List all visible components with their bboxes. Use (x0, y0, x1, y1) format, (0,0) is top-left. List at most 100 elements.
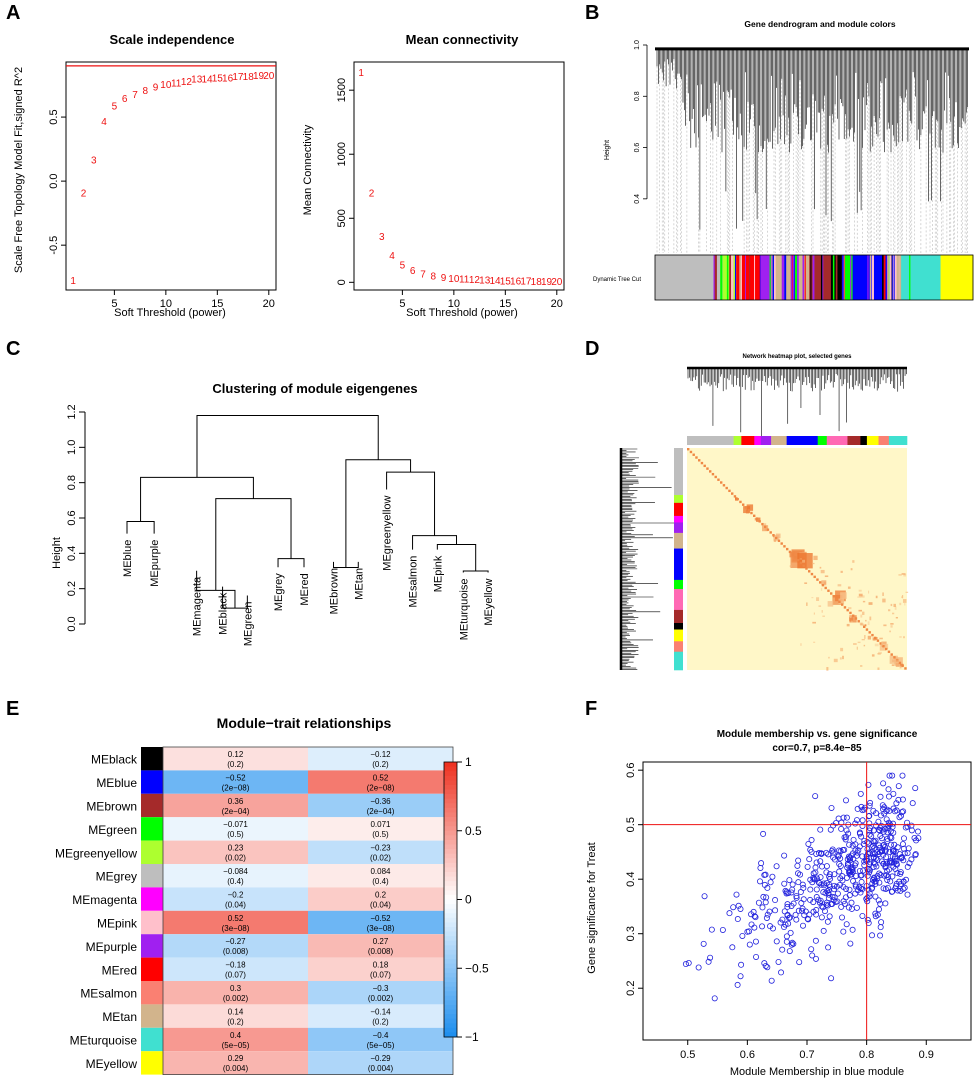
scatter-point (894, 844, 901, 851)
heatmap-cell (163, 840, 308, 864)
module-color-stripe (759, 255, 761, 300)
scatter-point (807, 896, 814, 903)
heatmap-cell (864, 624, 867, 627)
colorbar-segment (444, 771, 457, 777)
scatter-point (828, 804, 835, 811)
heatmap-diagonal-cell (780, 542, 783, 545)
scatter-point (896, 814, 903, 821)
scatter-point (870, 838, 877, 845)
heatmap-speckle (858, 609, 863, 612)
heatmap-diagonal-cell (816, 578, 819, 581)
scatter-point (767, 879, 774, 886)
scatter-point (897, 869, 904, 876)
x-tick-label: 0.8 (859, 1049, 874, 1061)
heatmap-diagonal-cell (868, 631, 871, 634)
scatter-point (821, 908, 828, 915)
scatter-point (797, 871, 804, 878)
cell-correlation: −0.14 (370, 1007, 391, 1016)
colorbar-segment (444, 821, 457, 827)
scatter-point (800, 922, 807, 929)
y-tick-label: 1000 (336, 142, 348, 166)
scatter-point (827, 875, 834, 882)
heatmap-speckle (802, 559, 806, 563)
tree-merge (333, 561, 359, 568)
heatmap-diagonal-cell (852, 614, 855, 617)
colorbar-segment (444, 784, 457, 790)
heatmap-diagonal-cell (706, 467, 709, 470)
scatter-point (851, 862, 858, 869)
heatmap-speckle (878, 651, 882, 654)
chart-title: Mean connectivity (406, 32, 519, 47)
scatter-point (823, 901, 830, 908)
scatter-point (806, 911, 813, 918)
scatter-point (853, 904, 860, 911)
scatter-point (858, 833, 865, 840)
left-module-color (674, 629, 683, 642)
scatter-point (826, 913, 833, 920)
scatter-point (828, 975, 835, 982)
scatter-point (793, 893, 800, 900)
scatter-point (798, 900, 805, 907)
colorbar-segment (444, 982, 457, 987)
colorbar-segment (444, 1000, 457, 1006)
y-tick-label: 0.6 (625, 763, 637, 778)
scatter-point (818, 881, 825, 888)
scatter-point (761, 872, 768, 879)
top-module-color (760, 436, 772, 445)
heatmap-speckle (828, 656, 830, 659)
row-label: MEmagenta (72, 893, 137, 907)
x-axis-label: Soft Threshold (power) (114, 307, 226, 319)
scatter-point (762, 899, 769, 906)
module-color-stripe (893, 255, 895, 300)
scatter-point (806, 856, 813, 863)
scatter-point (820, 889, 827, 896)
network-heatmap-chart: Network heatmap plot, selected genes (619, 354, 909, 671)
scatter-point (843, 827, 850, 834)
left-module-color (674, 502, 683, 517)
module-color-stripe (804, 255, 806, 300)
tree-merge (462, 570, 489, 573)
scatter-point (870, 827, 877, 834)
scatter-point (877, 932, 884, 939)
scatter-point (783, 888, 790, 895)
module-color-block (844, 255, 853, 300)
x-tick-label: 0.7 (799, 1049, 814, 1061)
scatter-point (781, 880, 788, 887)
point-label: 9 (153, 82, 159, 93)
scatter-point (841, 834, 848, 841)
scatter-point (909, 800, 916, 807)
colorbar-segment (444, 1004, 457, 1010)
heatmap-cell (308, 840, 453, 864)
scatter-point (848, 899, 855, 906)
heatmap-cell (308, 770, 453, 794)
colorbar-segment (444, 977, 457, 983)
colorbar-tick-label: −1 (465, 1030, 479, 1044)
heatmap-speckle (849, 615, 852, 619)
scatter-point (746, 941, 753, 948)
colorbar-segment (444, 1023, 457, 1029)
heatmap-speckle (879, 637, 883, 640)
heatmap-cell (308, 1027, 453, 1052)
scatter-point (783, 938, 790, 945)
heatmap-diagonal-cell (799, 561, 803, 565)
x-tick-label: 0.9 (919, 1049, 934, 1061)
heatmap-cell (756, 517, 761, 522)
heatmap-speckle (806, 602, 808, 606)
scatter-point (807, 886, 814, 893)
point-label: 15 (212, 73, 224, 84)
module-color-stripe (832, 255, 835, 300)
scatter-point (899, 772, 906, 779)
scatter-point (853, 852, 860, 859)
scatter-point (752, 914, 759, 921)
colorbar-segment (444, 954, 457, 960)
scatter-point (786, 877, 793, 884)
y-axis-label: Mean Connectivity (302, 124, 314, 215)
x-tick-label: 20 (263, 298, 275, 310)
scatter-point (857, 790, 864, 797)
heatmap-speckle (840, 570, 843, 573)
heatmap-speckle (902, 599, 907, 603)
cell-correlation: −0.52 (370, 914, 391, 923)
module-color-stripe (842, 255, 844, 300)
leaf-label: MEyellow (483, 578, 495, 625)
point-label: 17 (520, 277, 532, 288)
